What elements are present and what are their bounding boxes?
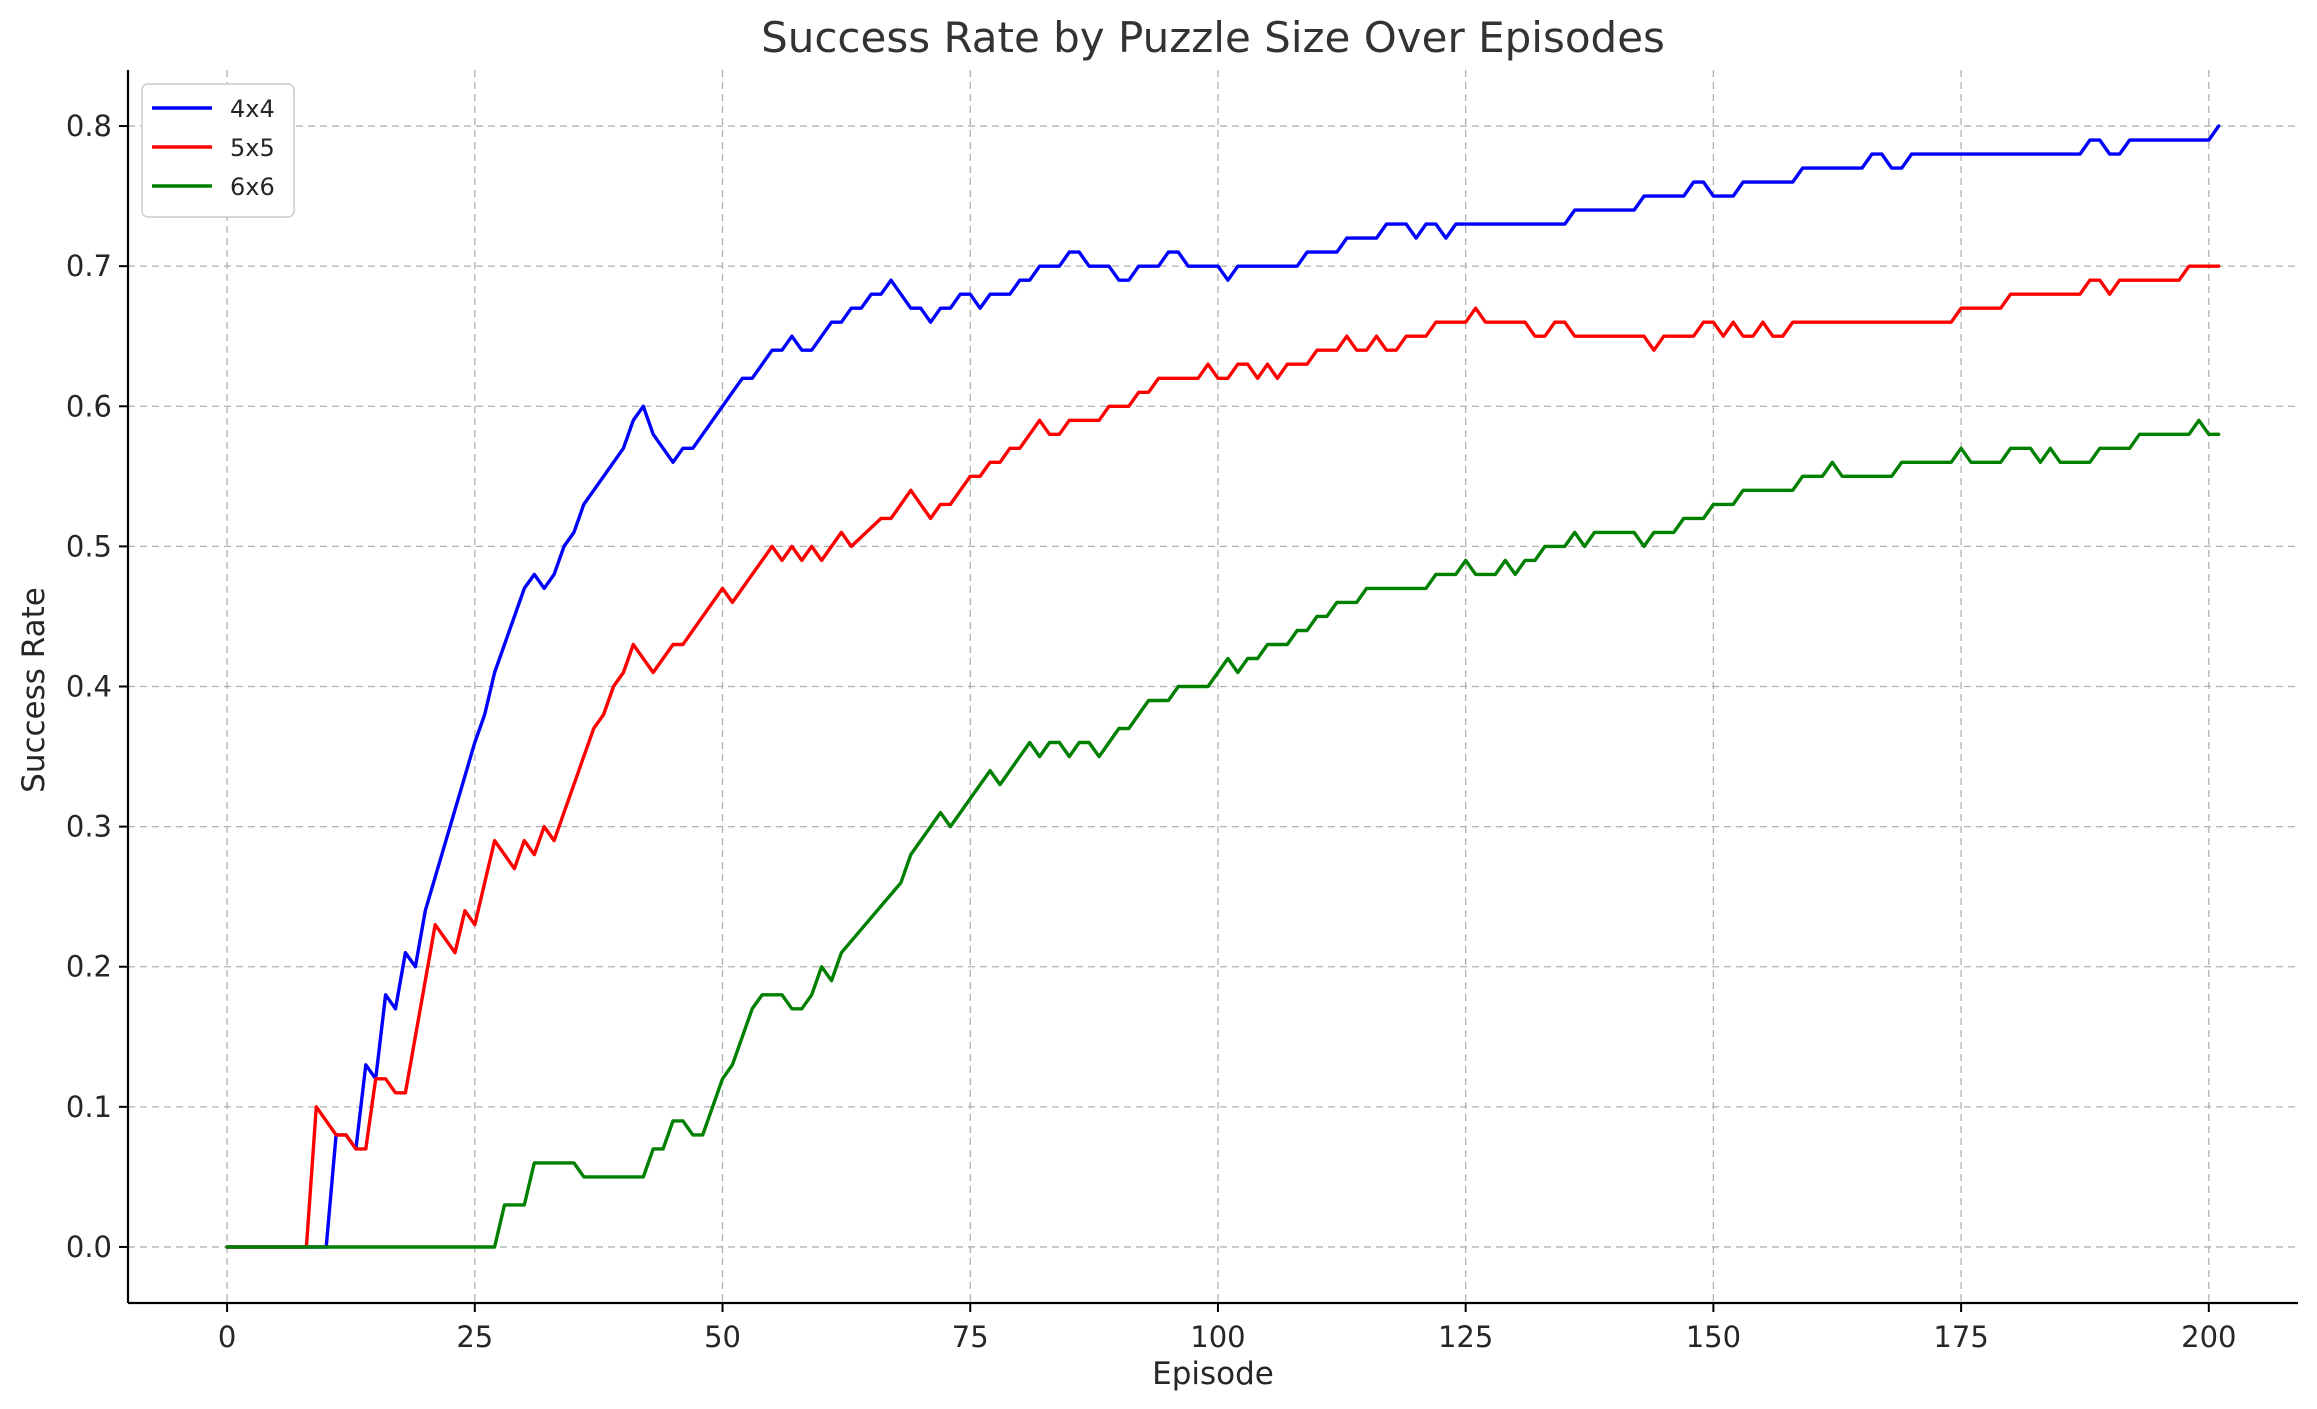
legend-box <box>141 83 295 218</box>
y-axis-label: Success Rate <box>16 587 52 793</box>
chart-title: Success Rate by Puzzle Size Over Episode… <box>761 13 1665 62</box>
y-tick-label: 0.0 <box>66 1230 112 1264</box>
series-line-6x6 <box>225 418 2221 1249</box>
x-tick-label: 50 <box>704 1320 741 1354</box>
series-lines <box>225 124 2221 1249</box>
y-tick-label: 0.2 <box>66 950 112 984</box>
ticks: 0 25 50 75 100 125 150 175 200 0.0 0.1 0.2 0.3 0.4 0.5… <box>66 109 2237 1354</box>
legend-label-4x4: 4x4 <box>230 95 275 123</box>
x-tick-label: 100 <box>1190 1320 1245 1354</box>
legend: 4x4 5x5 6x6 <box>141 83 295 218</box>
y-tick-label: 0.6 <box>66 389 112 423</box>
legend-label-5x5: 5x5 <box>230 134 275 162</box>
x-tick-label: 75 <box>952 1320 989 1354</box>
x-tick-label: 25 <box>456 1320 493 1354</box>
x-tick-label: 150 <box>1686 1320 1741 1354</box>
y-tick-label: 0.8 <box>66 109 112 143</box>
legend-label-6x6: 6x6 <box>230 173 275 201</box>
x-axis-label: Episode <box>1152 1356 1274 1392</box>
y-tick-label: 0.4 <box>66 670 112 704</box>
grid <box>128 70 2298 1303</box>
y-tick-label: 0.5 <box>66 529 112 563</box>
y-tick-label: 0.7 <box>66 249 112 283</box>
x-tick-label: 125 <box>1438 1320 1493 1354</box>
y-tick-label: 0.1 <box>66 1090 112 1124</box>
series-line-5x5 <box>225 264 2221 1249</box>
series-line-4x4 <box>225 124 2221 1249</box>
y-tick-label: 0.3 <box>66 810 112 844</box>
x-tick-label: 175 <box>1933 1320 1988 1354</box>
x-tick-label: 0 <box>218 1320 236 1354</box>
x-tick-label: 200 <box>2181 1320 2236 1354</box>
